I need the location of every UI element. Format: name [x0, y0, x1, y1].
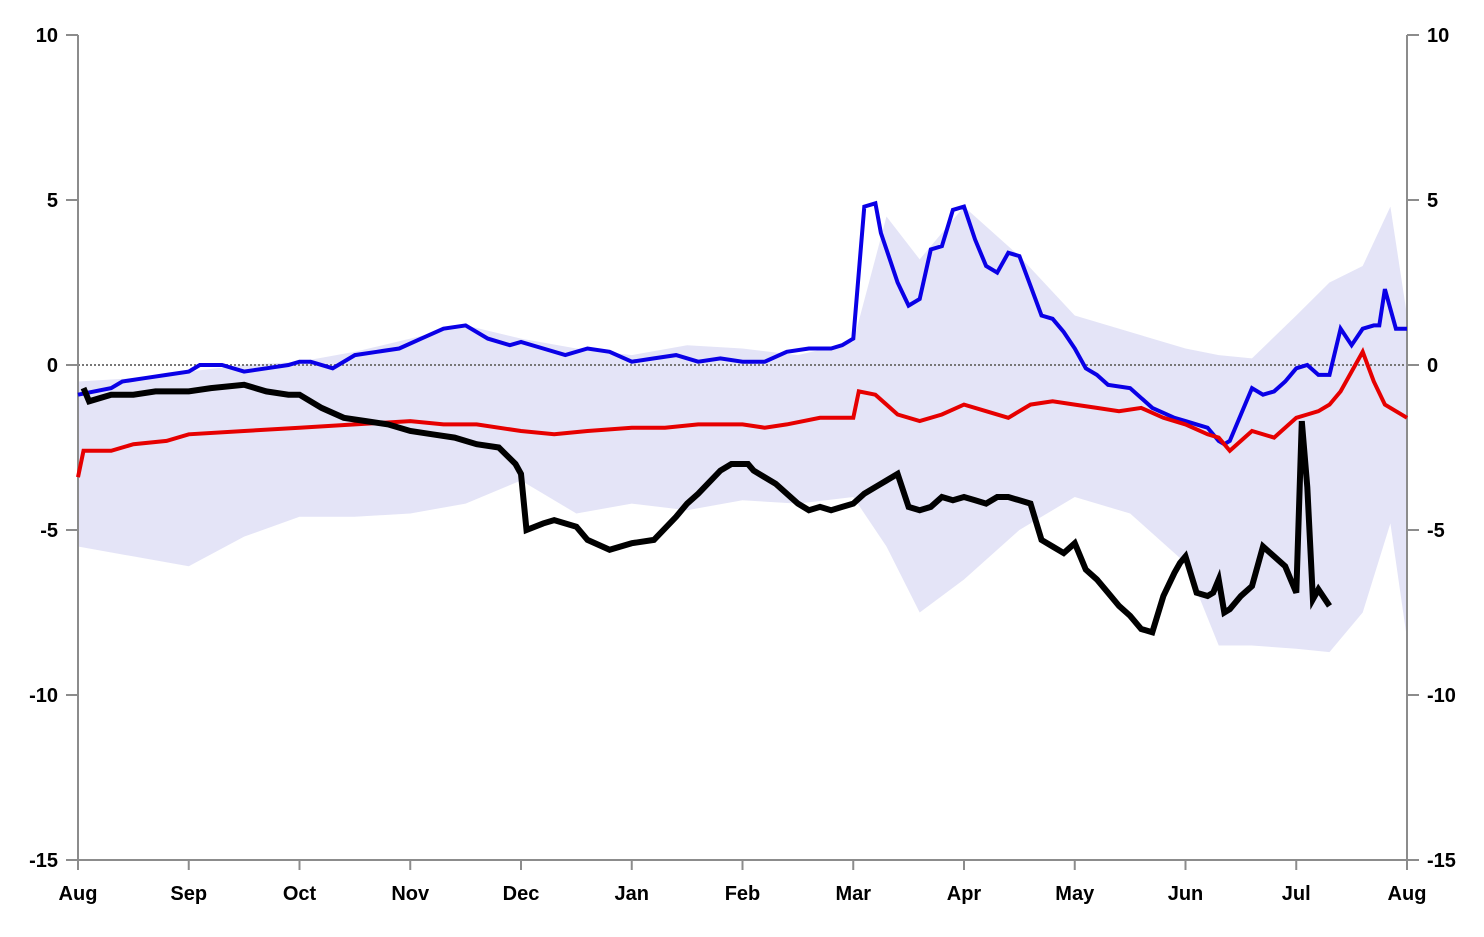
x-tick-label: Dec: [503, 883, 540, 905]
y-tick-label-right: -15: [1427, 850, 1456, 872]
x-tick-label: Aug: [1388, 883, 1427, 905]
x-tick-label: Nov: [391, 883, 430, 905]
y-tick-label: 5: [47, 190, 58, 212]
x-tick-label: Sep: [170, 883, 207, 905]
y-tick-label-right: -5: [1427, 520, 1445, 542]
band-area: [78, 206, 1407, 653]
y-tick-label: 10: [36, 25, 58, 47]
y-tick-label: -15: [29, 850, 58, 872]
series-line-2: [76, 347, 1409, 478]
x-tick-label: Feb: [725, 883, 761, 905]
x-tick-label: Oct: [283, 883, 317, 905]
x-axis-ticks: Aug Sep Oct Nov Dec Jan Feb Mar Apr May Jun Jul Aug: [59, 860, 1427, 905]
left-y-axis-ticks: 10 5 0 -5 -10 -15: [29, 25, 78, 872]
x-tick-label: Apr: [947, 883, 982, 905]
x-tick-label: Mar: [835, 883, 871, 905]
y-tick-label-right: 5: [1427, 190, 1438, 212]
x-tick-label: May: [1055, 883, 1095, 905]
y-tick-label-right: 0: [1427, 355, 1438, 377]
series-line-1: [77, 200, 1407, 447]
x-tick-label: Aug: [59, 883, 98, 905]
x-tick-label: Jul: [1282, 883, 1311, 905]
x-tick-label: Jun: [1168, 883, 1204, 905]
y-tick-label: -10: [29, 685, 58, 707]
confidence-band: [78, 206, 1407, 653]
series-line-3: [80, 381, 1332, 637]
y-tick-label: -5: [40, 520, 58, 542]
y-tick-label: 0: [47, 355, 58, 377]
right-y-axis-ticks: 10 5 0 -5 -10 -15: [1407, 25, 1456, 872]
series-lines: [76, 200, 1409, 637]
x-tick-label: Jan: [615, 883, 649, 905]
y-tick-label-right: -10: [1427, 685, 1456, 707]
y-tick-label-right: 10: [1427, 25, 1449, 47]
